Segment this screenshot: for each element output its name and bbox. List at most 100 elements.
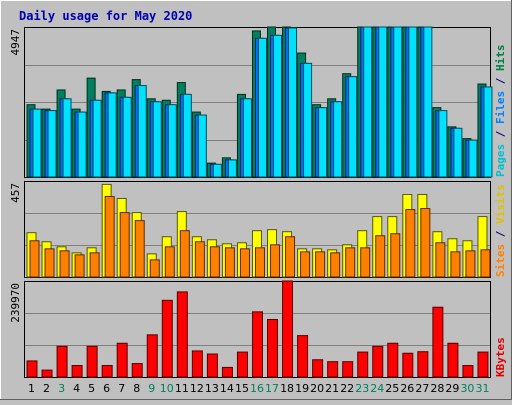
x-tick-label: 31 <box>475 382 489 395</box>
kbytes-panel-bar-kbytes <box>101 364 113 378</box>
hits-panel-bar-pages <box>122 96 132 178</box>
hits-panel-ymax-label: 4947 <box>9 29 22 56</box>
x-tick-label: 10 <box>160 382 174 395</box>
hits-panel-bar-pages <box>197 114 207 178</box>
hits-panel-bar-pages <box>363 26 373 178</box>
kbytes-panel-bar-kbytes <box>372 345 384 378</box>
kbytes-panel-bar-kbytes <box>282 280 294 378</box>
x-tick-label: 29 <box>445 382 459 395</box>
x-tick-label: 27 <box>415 382 429 395</box>
x-tick-label: 17 <box>265 382 279 395</box>
hits-panel-legend-part: Files <box>494 91 507 124</box>
kbytes-panel-bar-kbytes <box>402 352 414 378</box>
sites-panel-bar-sites <box>44 248 55 278</box>
x-tick-label: 12 <box>190 382 204 395</box>
kbytes-panel-bar-kbytes <box>462 364 474 378</box>
kbytes-panel-bar-kbytes <box>221 366 233 378</box>
sites-panel-bar-sites <box>194 241 205 278</box>
kbytes-panel-bar-kbytes <box>191 350 203 378</box>
sites-panel-bar-sites <box>420 208 431 278</box>
sites-panel-bar-sites <box>480 249 491 278</box>
sites-panel-bar-sites <box>450 251 461 278</box>
x-tick-label: 11 <box>175 382 189 395</box>
sites-panel-bar-sites <box>179 230 190 278</box>
hits-panel-bar-pages <box>438 110 448 178</box>
sites-panel-bar-sites <box>119 212 130 278</box>
kbytes-panel-bar-kbytes <box>116 342 128 378</box>
kbytes-panel-bar-kbytes <box>477 351 489 378</box>
kbytes-panel-bar-kbytes <box>26 360 38 378</box>
hits-panel-bar-pages <box>288 27 298 178</box>
hits-panel-bar-pages <box>483 86 493 178</box>
sites-panel-bar-sites <box>104 195 115 278</box>
sites-panel-legend-part: / <box>494 224 507 244</box>
kbytes-panel-bar-kbytes <box>71 364 83 378</box>
kbytes-panel-bar-kbytes <box>417 351 429 378</box>
x-tick-label: 5 <box>88 382 95 395</box>
sites-panel-bar-sites <box>29 240 40 278</box>
x-tick-label: 30 <box>460 382 474 395</box>
hits-panel-bar-pages <box>378 26 388 178</box>
sites-panel-bar-sites <box>59 250 70 278</box>
hits-panel-bar-pages <box>257 37 267 178</box>
kbytes-panel-bar-kbytes <box>387 342 399 378</box>
hits-panel-bar-pages <box>348 76 358 178</box>
kbytes-panel-bar-kbytes <box>297 335 309 378</box>
sites-panel-bar-sites <box>330 252 341 278</box>
x-tick-label: 3 <box>58 382 65 395</box>
kbytes-panel-bar-kbytes <box>357 351 369 378</box>
x-tick-label: 13 <box>205 382 219 395</box>
hits-panel-bar-pages <box>137 85 147 178</box>
x-tick-label: 25 <box>385 382 399 395</box>
hits-panel-bar-pages <box>182 93 192 178</box>
kbytes-panel-legend-part: KBytes <box>494 337 507 377</box>
sites-panel-bar-sites <box>360 247 371 278</box>
x-tick-label: 28 <box>430 382 444 395</box>
hits-panel-bar-pages <box>77 111 87 178</box>
sites-panel-bar-sites <box>375 235 386 278</box>
sites-panel-ymax-label: 457 <box>9 183 22 203</box>
x-tick-label: 16 <box>250 382 264 395</box>
hits-panel-legend-part: / <box>494 71 507 91</box>
kbytes-panel-bar-kbytes <box>86 345 98 378</box>
hits-panel-bar-pages <box>423 26 433 178</box>
hits-panel-bar-pages <box>468 139 478 178</box>
x-tick-label: 21 <box>325 382 339 395</box>
kbytes-panel-bar-kbytes <box>146 334 158 378</box>
kbytes-panel-bar-kbytes <box>206 353 218 378</box>
x-tick-label: 23 <box>355 382 369 395</box>
sites-panel-bar-sites <box>254 247 265 278</box>
x-tick-label: 14 <box>220 382 234 395</box>
x-tick-label: 19 <box>295 382 309 395</box>
hits-panel-bar-pages <box>167 104 177 178</box>
x-tick-label: 4 <box>73 382 80 395</box>
hits-panel-bar-pages <box>408 26 418 178</box>
hits-panel-bar-pages <box>318 107 328 178</box>
kbytes-panel-bar-kbytes <box>342 361 354 378</box>
sites-panel-bar-sites <box>465 250 476 278</box>
sites-panel-bar-sites <box>164 246 175 278</box>
sites-panel-bar-sites <box>209 246 220 278</box>
x-tick-label: 26 <box>400 382 414 395</box>
kbytes-panel-bar-kbytes <box>447 342 459 378</box>
kbytes-panel-bar-kbytes <box>251 311 263 378</box>
sites-panel-bar-sites <box>315 251 326 278</box>
sites-panel-bar-sites <box>390 233 401 278</box>
x-tick-label: 8 <box>133 382 140 395</box>
sites-panel-bar-sites <box>239 248 250 278</box>
sites-panel-legend-part: Visits <box>494 184 507 224</box>
hits-panel-bar-pages <box>92 99 102 178</box>
hits-panel-bar-pages <box>227 159 237 178</box>
sites-panel-bar-sites <box>134 220 145 278</box>
hits-panel-legend-part: Pages <box>494 144 507 177</box>
kbytes-panel-bar-kbytes <box>131 363 143 378</box>
hits-panel-legend: Pages / Files / Hits <box>494 45 507 178</box>
kbytes-panel-bar-kbytes <box>267 318 279 378</box>
hits-panel-bar-pages <box>453 127 463 178</box>
hits-panel-bar-pages <box>212 163 222 178</box>
kbytes-panel-bar-kbytes <box>327 361 339 378</box>
x-tick-label: 22 <box>340 382 354 395</box>
x-tick-label: 24 <box>370 382 384 395</box>
kbytes-panel-bar-kbytes <box>161 299 173 378</box>
